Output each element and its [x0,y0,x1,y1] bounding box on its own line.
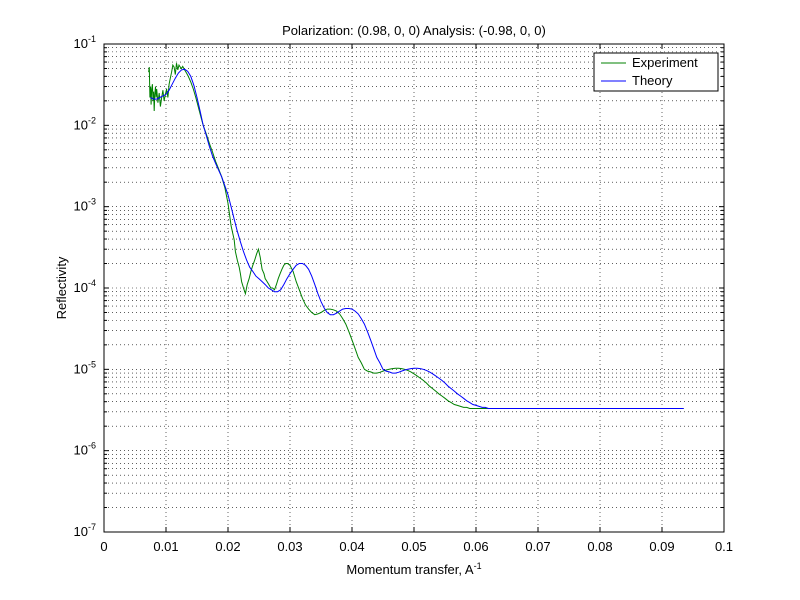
y-tick-label: 10-1 [74,34,96,51]
y-tick-base: 10 [74,117,88,132]
y-tick-exponent: -3 [88,197,96,207]
y-tick-labels: 10-710-610-510-410-310-210-1 [74,34,96,539]
y-tick-exponent: -1 [88,34,96,44]
x-tick-label: 0.1 [715,539,733,554]
x-tick-label: 0.05 [401,539,426,554]
y-tick-base: 10 [74,443,88,458]
y-tick-exponent: -6 [88,441,96,451]
x-tick-label: 0.01 [153,539,178,554]
y-tick-label: 10-3 [74,197,96,214]
x-axis-label-text: Momentum transfer, A [346,562,473,577]
x-tick-label: 0.04 [339,539,364,554]
x-tick-label: 0.03 [277,539,302,554]
y-tick-base: 10 [74,36,88,51]
series-theory-line [150,68,684,409]
legend-label-experiment: Experiment [632,55,698,70]
x-tick-label: 0.09 [649,539,674,554]
y-tick-label: 10-6 [74,441,96,458]
y-tick-label: 10-2 [74,115,96,132]
y-tick-base: 10 [74,361,88,376]
y-tick-exponent: -7 [88,522,96,532]
legend-label-theory: Theory [632,73,673,88]
x-tick-label: 0.08 [587,539,612,554]
y-tick-base: 10 [74,199,88,214]
y-tick-label: 10-4 [74,278,96,295]
x-tick-labels: 0 0.01 0.02 0.03 0.04 0.05 0.06 0.07 0.08 0.09 0.1 [100,539,733,554]
chart-title: Polarization: (0.98, 0, 0) Analysis: (-0… [282,23,546,38]
axis-ticks [103,43,725,533]
x-tick-label: 0.06 [463,539,488,554]
y-tick-base: 10 [74,524,88,539]
y-tick-base: 10 [74,280,88,295]
y-tick-exponent: -4 [88,278,96,288]
series-lines [148,63,684,409]
legend-box [593,52,719,92]
y-axis-label: Reflectivity [54,256,69,319]
x-axis-label: Momentum transfer, A-1 [346,561,481,577]
y-tick-label: 10-7 [74,522,96,539]
y-tick-exponent: -5 [88,359,96,369]
x-tick-label: 0 [100,539,107,554]
y-tick-exponent: -2 [88,115,96,125]
x-axis-label-exponent: -1 [474,561,482,571]
y-tick-label: 10-5 [74,359,96,376]
x-tick-label: 0.07 [525,539,550,554]
legend: Experiment Theory [593,52,719,92]
x-tick-label: 0.02 [215,539,240,554]
